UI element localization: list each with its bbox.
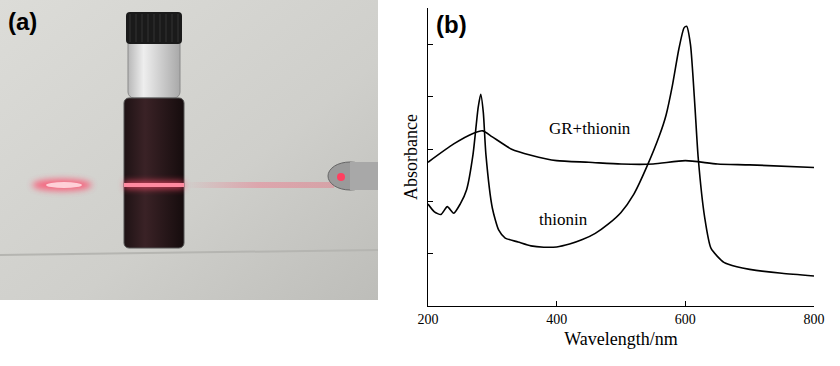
svg-text:400: 400 bbox=[546, 312, 567, 327]
svg-text:Absorbance: Absorbance bbox=[401, 114, 421, 200]
svg-text:GR+thionin: GR+thionin bbox=[549, 119, 631, 138]
svg-text:200: 200 bbox=[418, 312, 439, 327]
svg-text:thionin: thionin bbox=[539, 210, 588, 229]
svg-text:(a): (a) bbox=[8, 8, 37, 35]
svg-text:Wavelength/nm: Wavelength/nm bbox=[564, 329, 678, 349]
svg-text:600: 600 bbox=[675, 312, 696, 327]
svg-text:800: 800 bbox=[804, 312, 825, 327]
svg-text:(b): (b) bbox=[436, 11, 467, 38]
